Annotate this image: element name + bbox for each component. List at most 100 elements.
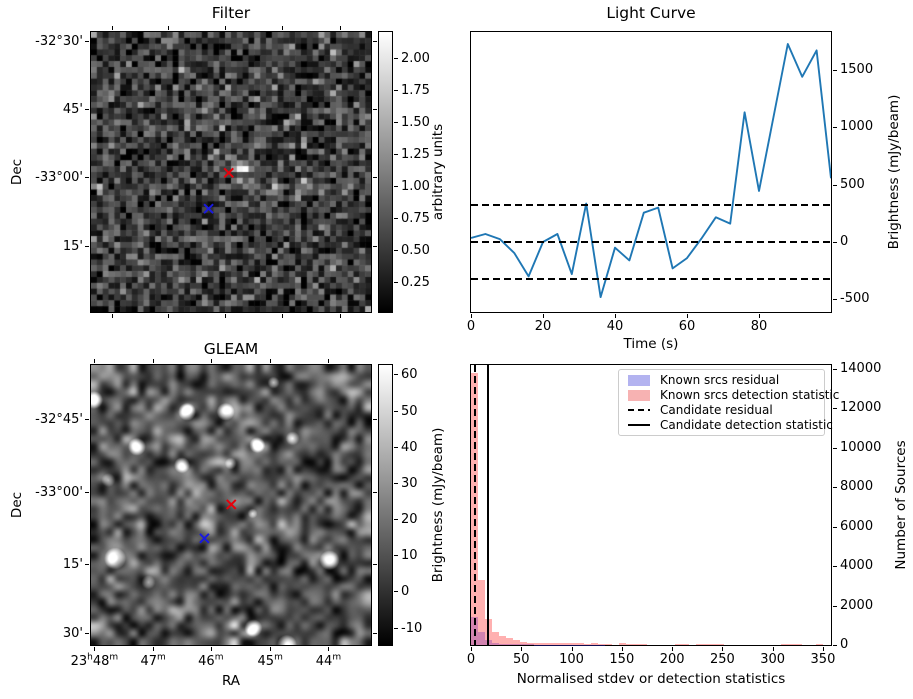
histogram-xlabel: Normalised stdev or detection statistics [516, 671, 786, 687]
y-tick-mark [833, 487, 837, 489]
histogram-bar [639, 643, 647, 645]
x-tick-mark [521, 647, 523, 651]
histogram-bar [548, 643, 556, 645]
colorbar-tick-mark [394, 186, 398, 188]
histogram-bar [499, 643, 507, 645]
light-curve-line [471, 43, 831, 299]
legend-entry: Candidate residual [628, 403, 815, 418]
colorbar-tick-mark [394, 519, 398, 521]
x-tick-mark [270, 647, 272, 651]
y-tick-label: 10000 [840, 439, 882, 455]
y-tick-mark [373, 177, 377, 179]
x-tick-mark [772, 647, 774, 651]
histogram-bar [492, 642, 500, 645]
x-tick-label: 0 [466, 319, 476, 334]
legend-entry: Known srcs detection statistic [628, 388, 839, 403]
y-tick-mark [373, 109, 377, 110]
histogram-legend: Known srcs residual Known srcs detection … [618, 369, 839, 436]
colorbar-tick-label: 0.25 [401, 275, 430, 291]
x-tick-label: 350 [810, 652, 836, 667]
y-tick-label: 2000 [840, 597, 874, 613]
legend-entry: Candidate detection statistic [628, 417, 833, 432]
x-tick-mark [225, 26, 227, 30]
histogram-bar [794, 643, 802, 645]
x-tick-mark [672, 647, 674, 651]
histogram-bar [562, 643, 570, 645]
histogram-bar [576, 643, 584, 645]
x-tick-label: 60 [678, 319, 696, 334]
y-tick-mark [833, 299, 837, 301]
histogram-bar [513, 640, 521, 645]
x-tick-label: 44m [315, 652, 342, 669]
colorbar-tick-label: 40 [401, 439, 418, 455]
histogram-bar [541, 643, 549, 645]
histogram-bar [555, 643, 563, 645]
x-tick-mark [153, 359, 155, 363]
y-tick-mark [833, 645, 837, 646]
histogram-ylabel: Number of Sources [893, 440, 909, 570]
filter-plot-area [90, 31, 372, 313]
x-tick-label: 40 [606, 319, 624, 334]
histogram-bar [478, 632, 486, 645]
x-tick-mark [210, 359, 212, 363]
y-tick-mark [833, 127, 837, 129]
y-tick-label: 8000 [840, 479, 874, 495]
x-tick-mark [94, 359, 96, 363]
histogram-bar [520, 642, 528, 645]
y-tick-mark [833, 69, 837, 71]
reference-marker [199, 533, 210, 544]
lightcurve-xlabel: Time (s) [623, 336, 679, 352]
gleam-xlabel: RA [221, 673, 241, 689]
histogram-bar [506, 644, 514, 645]
candidate-marker [226, 499, 237, 510]
histogram-bar [675, 643, 683, 645]
histogram-bar [597, 643, 605, 645]
x-tick-mark [687, 314, 688, 318]
y-tick-label: -32°30' [35, 33, 83, 49]
histogram-bar [583, 643, 591, 645]
gleam-markers-overlay [199, 499, 237, 544]
x-tick-mark [94, 647, 96, 651]
threshold-line [471, 203, 831, 206]
histogram-bar [682, 643, 690, 645]
x-tick-label: 45m [257, 652, 283, 669]
reference-marker [203, 203, 214, 214]
x-tick-label: 47m [140, 652, 166, 669]
colorbar-tick-label: 1.50 [401, 114, 430, 130]
gleam-colorbar-label: Brightness (mJy/beam) [430, 427, 446, 583]
legend-entry: Known srcs residual [628, 373, 815, 388]
y-tick-mark [373, 632, 377, 634]
histogram-bar [478, 579, 486, 645]
colorbar-tick-mark [394, 282, 398, 284]
filter-title: Filter [211, 4, 251, 22]
x-tick-mark [571, 647, 573, 651]
y-tick-label: 30' [62, 625, 83, 641]
histogram-bar [527, 644, 535, 645]
y-tick-mark [85, 40, 89, 42]
lightcurve-title: Light Curve [606, 4, 696, 22]
y-tick-mark [833, 368, 837, 370]
x-tick-label: 20 [534, 319, 552, 334]
y-tick-mark [85, 109, 89, 110]
x-tick-label: 50 [512, 652, 530, 667]
colorbar-tick-mark [394, 374, 398, 376]
y-tick-label: 45' [62, 102, 83, 117]
histogram-bar [780, 643, 788, 645]
colorbar-tick-mark [394, 410, 398, 412]
colorbar-tick-mark [394, 121, 398, 123]
y-tick-label: 12000 [840, 400, 882, 416]
y-tick-label: 6000 [840, 518, 874, 534]
x-tick-mark [340, 314, 342, 318]
y-tick-label: -32°45' [35, 411, 83, 427]
histogram-bar [717, 643, 725, 645]
y-tick-mark [373, 492, 377, 494]
legend-swatch-patch [628, 389, 650, 401]
legend-label: Candidate detection statistic [660, 417, 833, 432]
x-tick-mark [112, 314, 113, 318]
colorbar-tick-label: 1.25 [401, 147, 430, 163]
y-tick-label: -500 [840, 291, 870, 307]
x-tick-label: 100 [559, 652, 584, 667]
histogram-bar [815, 643, 823, 645]
y-tick-mark [85, 632, 89, 634]
